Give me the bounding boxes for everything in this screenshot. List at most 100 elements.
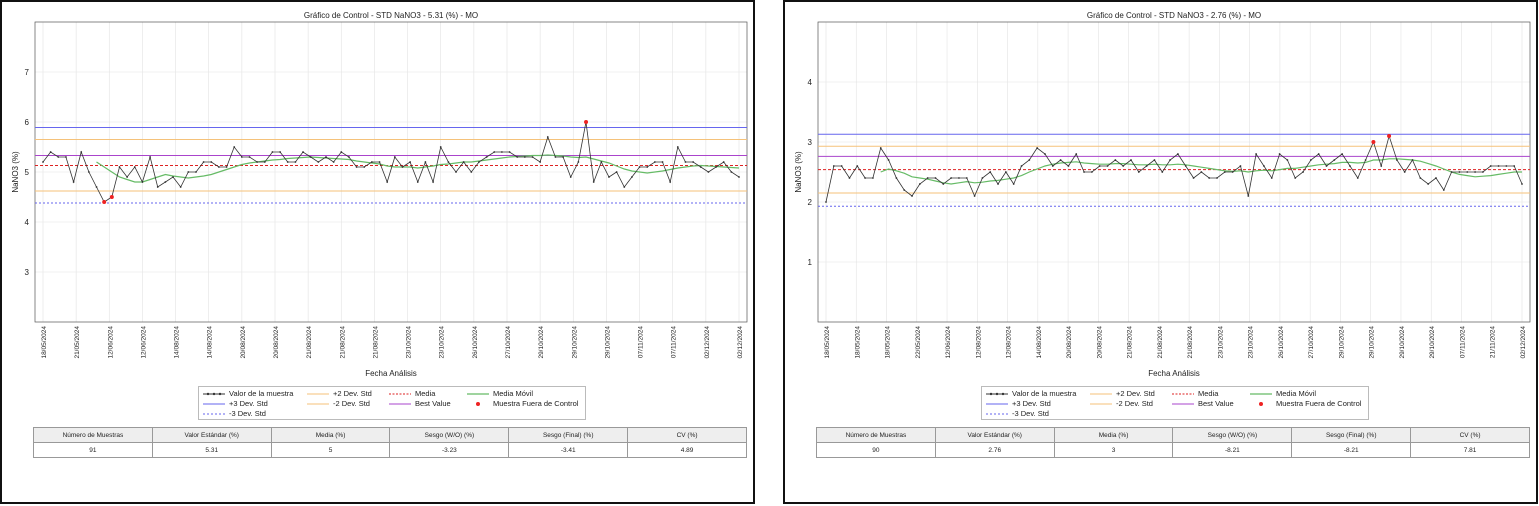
sample-point (1411, 159, 1414, 161)
sample-point (1427, 183, 1430, 185)
legend-swatch-best (1172, 403, 1194, 405)
value-mean: 5 (270, 442, 391, 458)
value-bias-wo: -3.23 (389, 442, 510, 458)
sample-point (1051, 165, 1054, 167)
sample-point (669, 181, 672, 183)
value-num-samples: 91 (33, 442, 153, 458)
outlier-point (1371, 140, 1376, 144)
sample-point (195, 171, 197, 173)
sample-point (856, 165, 859, 167)
sample-point (546, 136, 549, 138)
legend-label-best: Best Value (415, 399, 451, 408)
x-tick-label: 21/11/2024 (1490, 326, 1497, 358)
x-tick-label: 12/06/2024 (140, 326, 147, 359)
sample-point (187, 171, 190, 173)
sample-point (965, 177, 968, 179)
sample-point (840, 165, 843, 167)
x-tick-label: 23/10/2024 (439, 326, 446, 359)
sample-point (325, 156, 327, 158)
x-tick-label: 14/08/2024 (1036, 326, 1043, 359)
x-tick-label: 21/08/2024 (339, 326, 346, 359)
y-tick-label: 6 (25, 118, 30, 127)
legend-2: Valor de la muestra +3 Dev. Std -3 Dev. … (981, 386, 1369, 420)
legend-swatch-outlier (476, 402, 480, 406)
sample-point (1239, 165, 1242, 167)
plot-frame (817, 21, 1531, 323)
sample-point (1489, 165, 1492, 167)
sample-point (531, 156, 534, 158)
x-tick-label: 14/08/2024 (207, 326, 214, 359)
sample-point (1263, 165, 1265, 167)
legend-swatch-minus2 (1090, 403, 1112, 405)
sample-point (684, 161, 687, 163)
sample-point (225, 166, 228, 168)
sample-point (1333, 159, 1336, 161)
sample-point (447, 161, 450, 163)
sample-point (1442, 189, 1445, 191)
sample-point (1090, 171, 1093, 173)
header-bias-final: Sesgo (Final) (%) (1291, 427, 1412, 443)
sample-point (592, 181, 595, 183)
sample-point (1098, 165, 1101, 167)
x-tick-label: 07/11/2024 (671, 326, 678, 358)
x-tick-label: 02/12/2024 (737, 326, 744, 359)
sample-point (172, 176, 174, 178)
sample-point (1083, 171, 1085, 173)
legend-1: Valor de la muestra +3 Dev. Std -3 Dev. … (198, 386, 586, 420)
sample-point (1216, 177, 1218, 179)
sample-point (1067, 165, 1070, 167)
sample-point (1161, 171, 1164, 173)
legend-swatch-outlier (1259, 402, 1263, 406)
x-tick-label: 02/12/2024 (704, 326, 711, 359)
sample-point (126, 176, 129, 178)
sample-point (1325, 165, 1328, 167)
sample-point (1349, 165, 1351, 167)
sample-point (210, 161, 213, 163)
sample-point (279, 151, 281, 153)
sample-point (1395, 159, 1398, 161)
stats-header-row: Número de Muestras Valor Estándar (%) Me… (816, 427, 1530, 443)
x-tick-label: 12/08/2024 (1006, 326, 1013, 359)
sample-point (623, 186, 626, 188)
header-num-samples: Número de Muestras (816, 427, 936, 443)
sample-point (65, 156, 67, 158)
x-tick-label: 21/08/2024 (306, 326, 313, 359)
legend-swatch-plus3 (203, 403, 225, 405)
legend-swatch-mean (389, 393, 411, 395)
sample-point (302, 151, 304, 153)
legend-swatch-best (389, 403, 411, 405)
legend-swatch-plus3 (986, 403, 1008, 405)
sample-point (1278, 153, 1281, 155)
moving-average-line (880, 158, 1522, 185)
sample-point (409, 161, 412, 163)
legend-label-plus3: +3 Dev. Std (229, 399, 268, 408)
sample-point (1044, 153, 1046, 155)
sample-point (1341, 153, 1344, 155)
sample-point (218, 166, 220, 168)
sample-point (355, 166, 358, 168)
sample-point (569, 176, 572, 178)
x-tick-label: 26/10/2024 (1278, 326, 1285, 359)
value-bias-final: -8.21 (1291, 442, 1412, 458)
moving-average-line (96, 154, 740, 183)
sample-point (516, 156, 519, 158)
legend-label-plus3: +3 Dev. Std (1012, 399, 1051, 408)
sample-point (895, 177, 898, 179)
x-axis-label: Fecha Análisis (365, 369, 417, 378)
sample-point (1380, 165, 1383, 167)
sample-point (72, 181, 75, 183)
sample-point (577, 161, 580, 163)
legend-label-sample: Valor de la muestra (229, 389, 294, 398)
x-tick-label: 23/10/2024 (1248, 326, 1255, 359)
sample-point (118, 166, 121, 168)
x-tick-label: 18/05/2024 (824, 326, 831, 359)
sample-point (1075, 153, 1078, 155)
x-tick-label: 07/11/2024 (1459, 326, 1466, 358)
y-tick-label: 3 (808, 138, 813, 147)
sample-point (722, 161, 725, 163)
sample-point (485, 156, 488, 158)
sample-point (934, 177, 937, 179)
sample-point (462, 161, 465, 163)
sample-point (832, 165, 835, 167)
sample-point (1458, 171, 1461, 173)
